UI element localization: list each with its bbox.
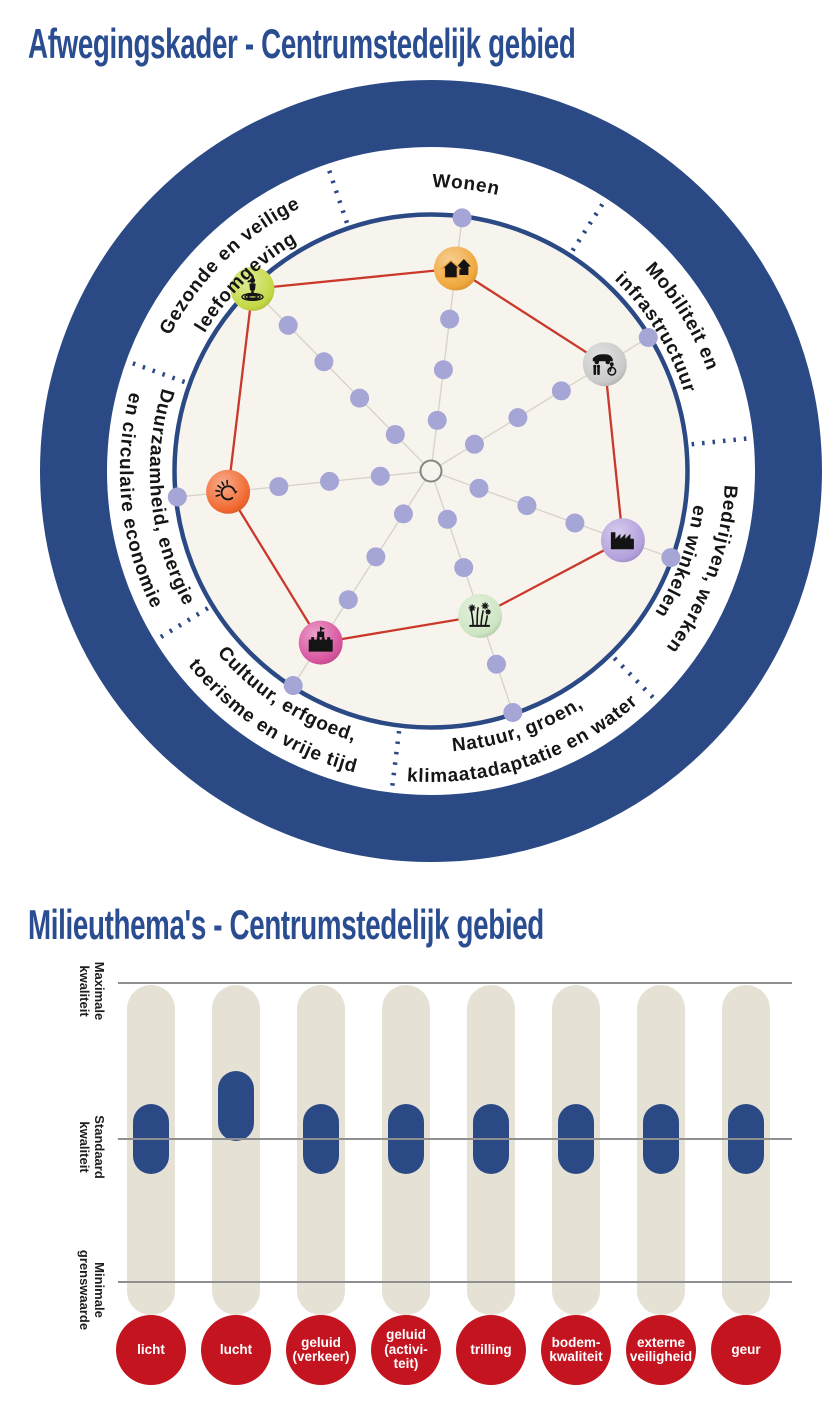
scale-dot-mobiliteit-en-infrastructuur-3 [551, 381, 571, 401]
theme-icon-plants [458, 593, 503, 638]
scale-dot-cultuur-erfgoed-toerisme-en-vrije-tijd-1 [393, 504, 413, 524]
category-label-geluid-verkeer: geluid (verkeer) [292, 1334, 350, 1364]
category-label-lucht: lucht [219, 1341, 253, 1357]
track-lucht [212, 985, 260, 1315]
reference-line-min [118, 1281, 792, 1283]
reference-line-max [118, 982, 792, 984]
scale-dot-gezonde-en-veilige-leefomgeving-4 [278, 315, 298, 335]
scale-dot-wonen-3 [440, 309, 460, 329]
scale-dot-bedrijven-werken-en-winkelen-2 [517, 496, 537, 516]
scale-dot-natuur-groen-klimaatadaptatie-en-water-2 [454, 558, 474, 578]
category-circle-externe-veiligheid: externe veiligheid [626, 1315, 696, 1385]
scale-dot-natuur-groen-klimaatadaptatie-en-water-1 [437, 509, 457, 529]
radar-value-polygon [226, 267, 625, 644]
scale-dot-natuur-groen-klimaatadaptatie-en-water-4 [486, 654, 506, 674]
reference-line-standaard [118, 1138, 792, 1140]
scale-dot-gezonde-en-veilige-leefomgeving-3 [314, 352, 334, 372]
category-label-geluid-activiteit: geluid (activi- teit) [384, 1327, 428, 1372]
theme-icon-transport [582, 342, 627, 387]
scale-dot-cultuur-erfgoed-toerisme-en-vrije-tijd-3 [338, 590, 358, 610]
y-axis-label-min: Minimale grenswaarde [77, 1249, 107, 1331]
theme-icon-castle [298, 620, 343, 665]
scale-dot-mobiliteit-en-infrastructuur-5 [638, 327, 658, 347]
scale-dot-gezonde-en-veilige-leefomgeving-1 [385, 425, 405, 445]
theme-icon-renewable-energy [206, 469, 251, 514]
page-title-milieuthemas: Milieuthema's - Centrumstedelijk gebied [28, 903, 810, 947]
category-circle-bodemkwaliteit: bodem- kwaliteit [541, 1315, 611, 1385]
page-title-afwegingskader-text: Afwegingskader - Centrumstedelijk gebied [28, 20, 576, 67]
afwegingskader-wheel: Wonen Mobiliteit en infrastructuur Bedrijve… [0, 80, 840, 870]
scale-dot-duurzaamheid-energie-en-circulaire-economie-5 [167, 487, 187, 507]
category-label-licht: licht [137, 1341, 165, 1357]
scale-dot-cultuur-erfgoed-toerisme-en-vrije-tijd-2 [366, 547, 386, 567]
scale-dot-mobiliteit-en-infrastructuur-1 [464, 434, 484, 454]
scale-dot-duurzaamheid-energie-en-circulaire-economie-3 [269, 477, 289, 497]
category-label-geur: geur [731, 1341, 761, 1357]
page-title-afwegingskader: Afwegingskader - Centrumstedelijk gebied [28, 22, 840, 66]
scale-dot-mobiliteit-en-infrastructuur-2 [508, 408, 528, 428]
category-circle-geur: geur [711, 1315, 781, 1385]
category-label-externe-veiligheid: externe veiligheid [629, 1334, 693, 1364]
scale-dot-gezonde-en-veilige-leefomgeving-2 [350, 388, 370, 408]
scale-dot-natuur-groen-klimaatadaptatie-en-water-5 [503, 703, 523, 723]
scale-dot-bedrijven-werken-en-winkelen-5 [661, 548, 681, 568]
wheel-outer-ring [40, 80, 822, 862]
scale-dot-wonen-2 [433, 360, 453, 380]
theme-icon-houses [433, 246, 478, 291]
wheel-center [419, 459, 443, 483]
category-circle-geluid-activiteit: geluid (activi- teit) [371, 1315, 441, 1385]
y-axis-label-standaard: Standaard kwaliteit [77, 1115, 107, 1179]
page-title-milieuthemas-text: Milieuthema's - Centrumstedelijk gebied [28, 901, 544, 948]
category-circle-licht: licht [116, 1315, 186, 1385]
scale-dot-wonen-5 [452, 208, 472, 228]
category-circle-geluid-verkeer: geluid (verkeer) [286, 1315, 356, 1385]
scale-dot-bedrijven-werken-en-winkelen-3 [565, 513, 585, 533]
scale-dot-wonen-1 [427, 410, 447, 430]
scale-dot-duurzaamheid-energie-en-circulaire-economie-1 [370, 466, 390, 486]
theme-icon-factory [600, 518, 645, 563]
y-axis-label-max: Maximale kwaliteit [77, 961, 107, 1021]
category-label-bodemkwaliteit: bodem- kwaliteit [549, 1334, 603, 1364]
value-pill-lucht [218, 1071, 254, 1141]
scale-dot-duurzaamheid-energie-en-circulaire-economie-2 [320, 471, 340, 491]
category-circle-trilling: trilling [456, 1315, 526, 1385]
category-circle-lucht: lucht [201, 1315, 271, 1385]
theme-icon-person-in-rings [230, 266, 275, 311]
category-label-trilling: trilling [470, 1341, 512, 1357]
scale-dot-cultuur-erfgoed-toerisme-en-vrije-tijd-5 [283, 676, 303, 696]
scale-dot-bedrijven-werken-en-winkelen-1 [469, 478, 489, 498]
